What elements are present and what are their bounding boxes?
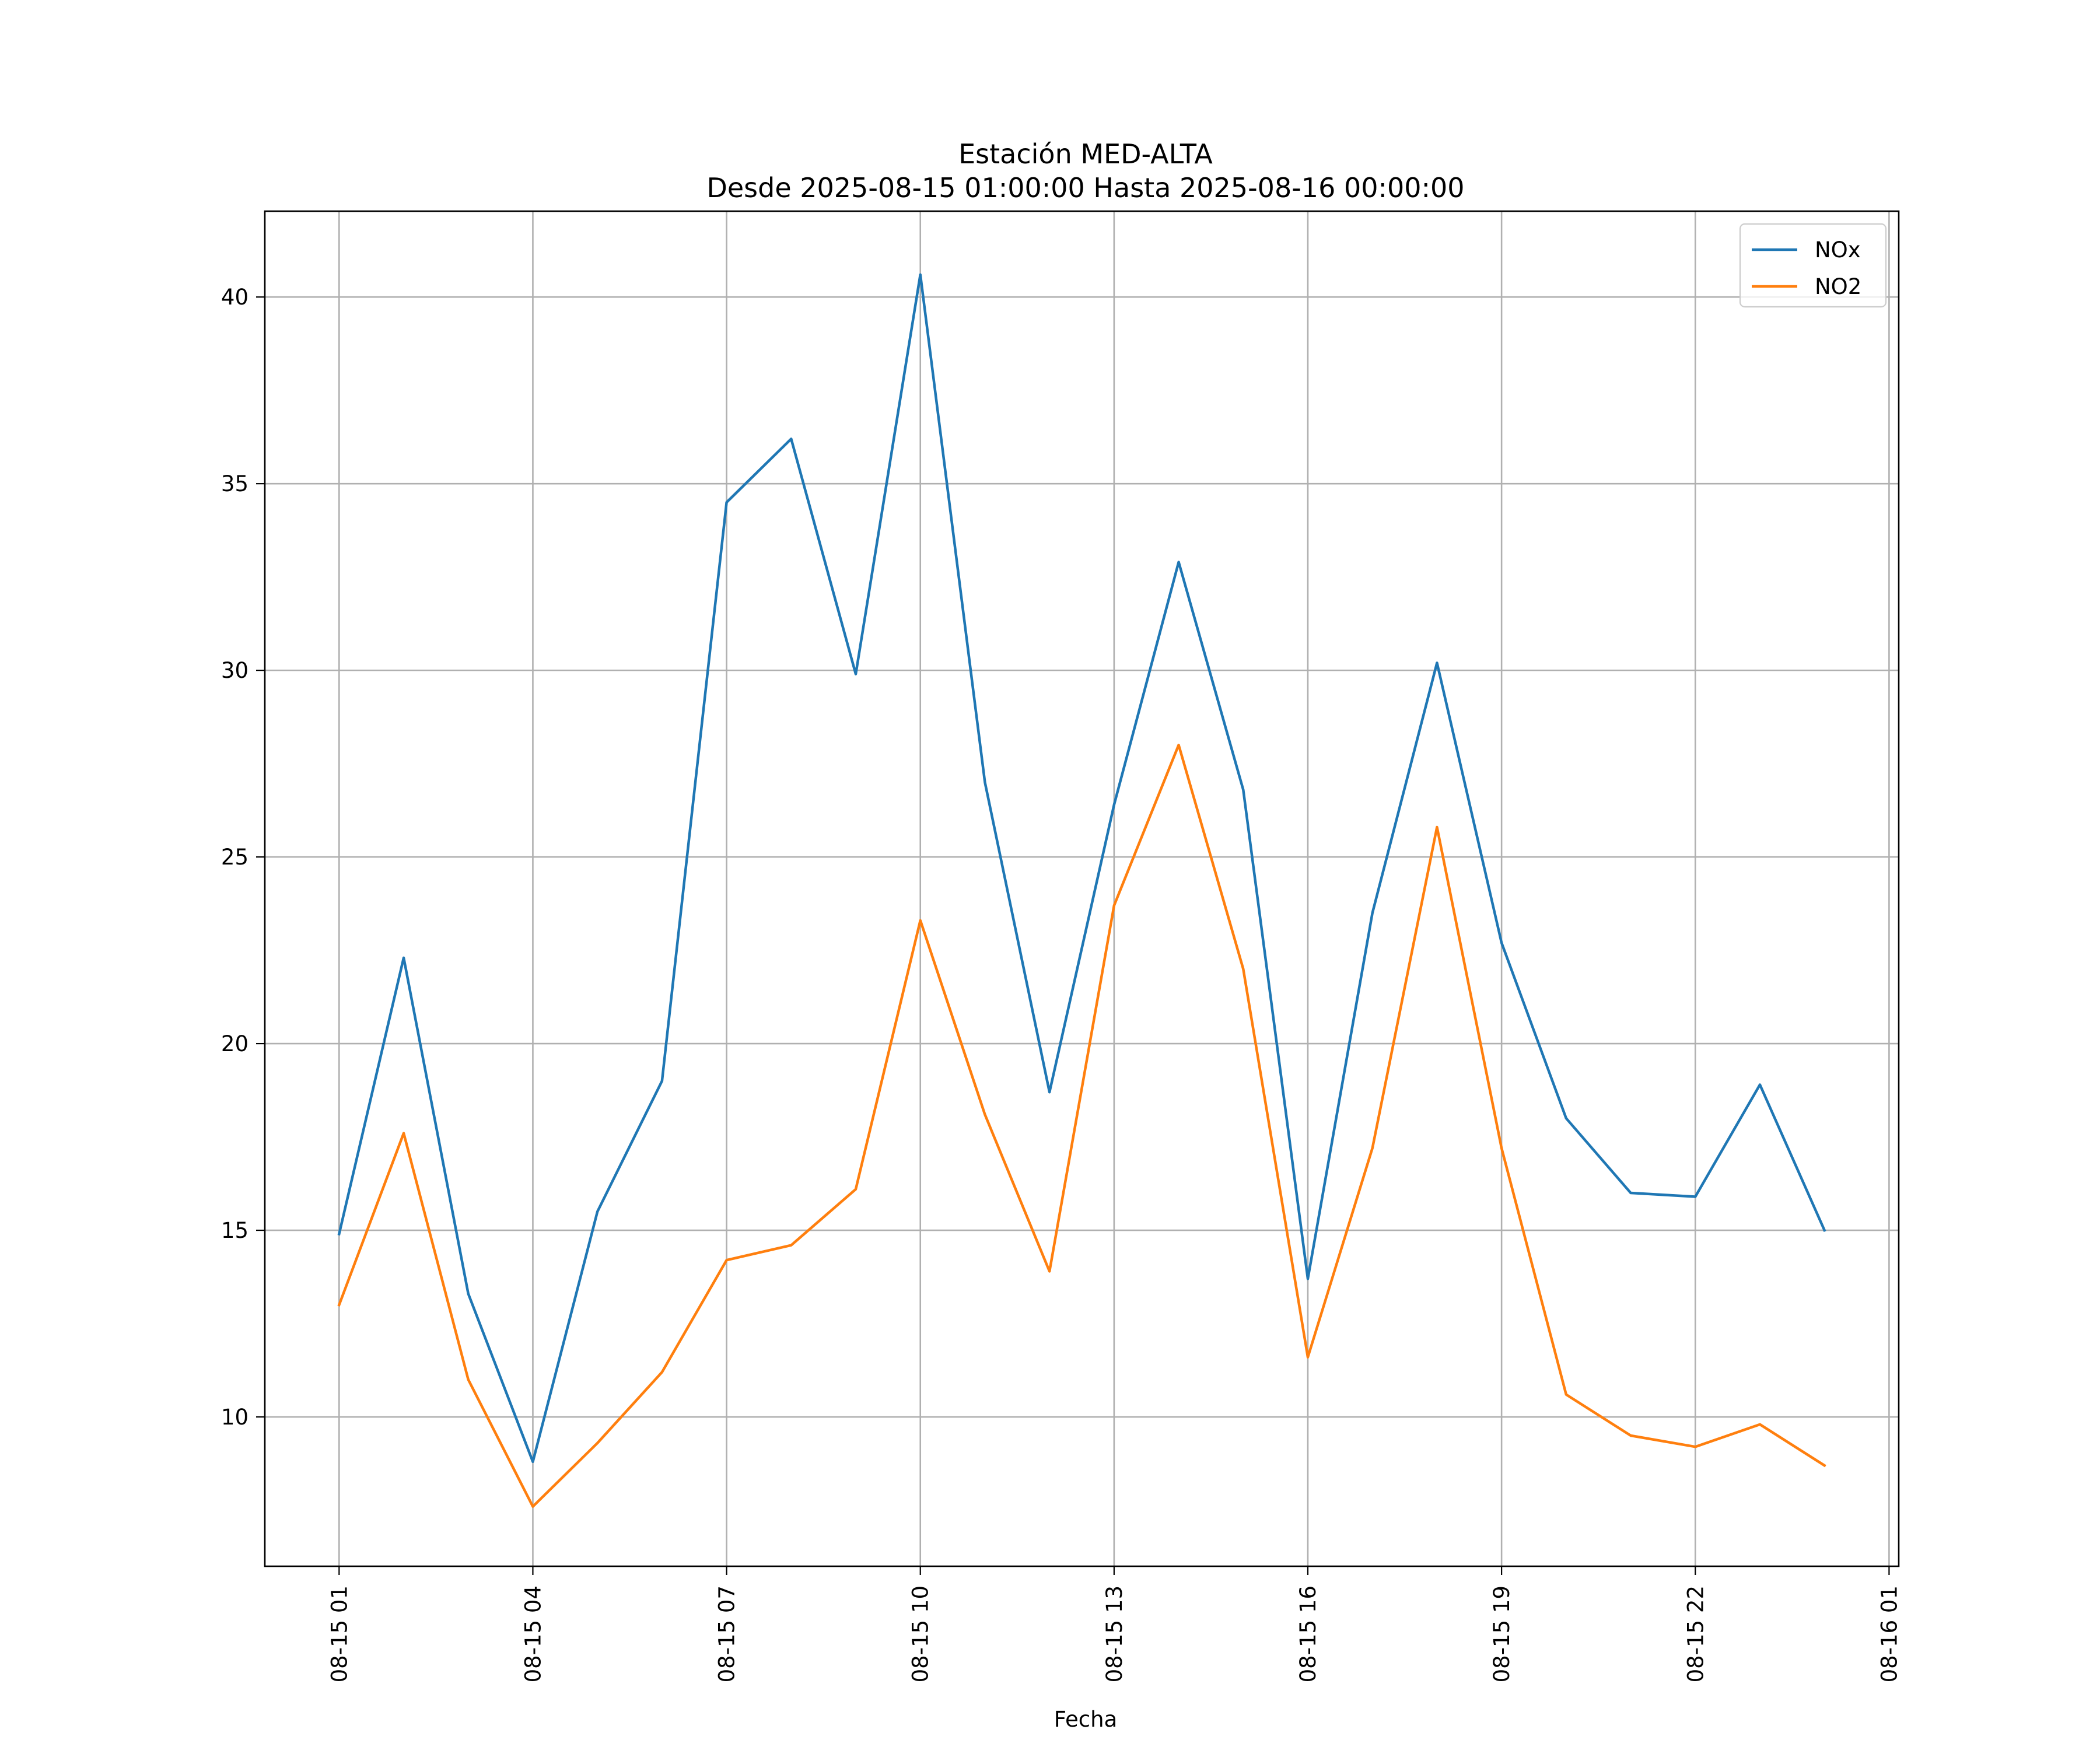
tick-labels: 08-15 01 08-15 04 08-15 07 08-15 10 08-15 13… (221, 285, 1902, 1682)
y-tick-label: 20 (221, 1031, 249, 1056)
x-tick-label: 08-15 07 (715, 1586, 740, 1682)
x-tick-label: 08-16 01 (1877, 1586, 1902, 1682)
x-tick-label: 08-15 13 (1102, 1586, 1127, 1682)
grid (265, 211, 1899, 1566)
legend: NOx NO2 (1739, 223, 1887, 308)
y-tick-label: 40 (221, 285, 249, 310)
legend-label-nox: NOx (1815, 237, 1861, 262)
chart-subtitle: Desde 2025-08-15 01:00:00 Hasta 2025-08-… (706, 172, 1464, 204)
x-tick-label: 08-15 04 (520, 1586, 545, 1682)
x-tick-label: 08-15 19 (1489, 1586, 1514, 1682)
legend-box (1739, 223, 1887, 308)
x-tick-label: 08-15 16 (1296, 1586, 1321, 1682)
axes (256, 210, 1900, 1575)
chart-title: Estación MED-ALTA (958, 138, 1213, 170)
y-tick-label: 15 (221, 1218, 249, 1243)
x-axis-label: Fecha (1054, 1707, 1118, 1732)
x-tick-label: 08-15 01 (327, 1586, 352, 1682)
y-tick-label: 25 (221, 845, 249, 870)
y-tick-label: 35 (221, 471, 249, 496)
x-tick-label: 08-15 22 (1683, 1586, 1708, 1682)
series-line-no2 (337, 743, 1826, 1508)
legend-label-no2: NO2 (1815, 274, 1861, 299)
plot-frame (264, 210, 1900, 1567)
y-tick-label: 10 (221, 1405, 249, 1430)
y-tick-label: 30 (221, 658, 249, 683)
series-line-nox (337, 273, 1826, 1464)
x-tick-label: 08-15 10 (908, 1586, 933, 1682)
series-lines (337, 273, 1826, 1508)
